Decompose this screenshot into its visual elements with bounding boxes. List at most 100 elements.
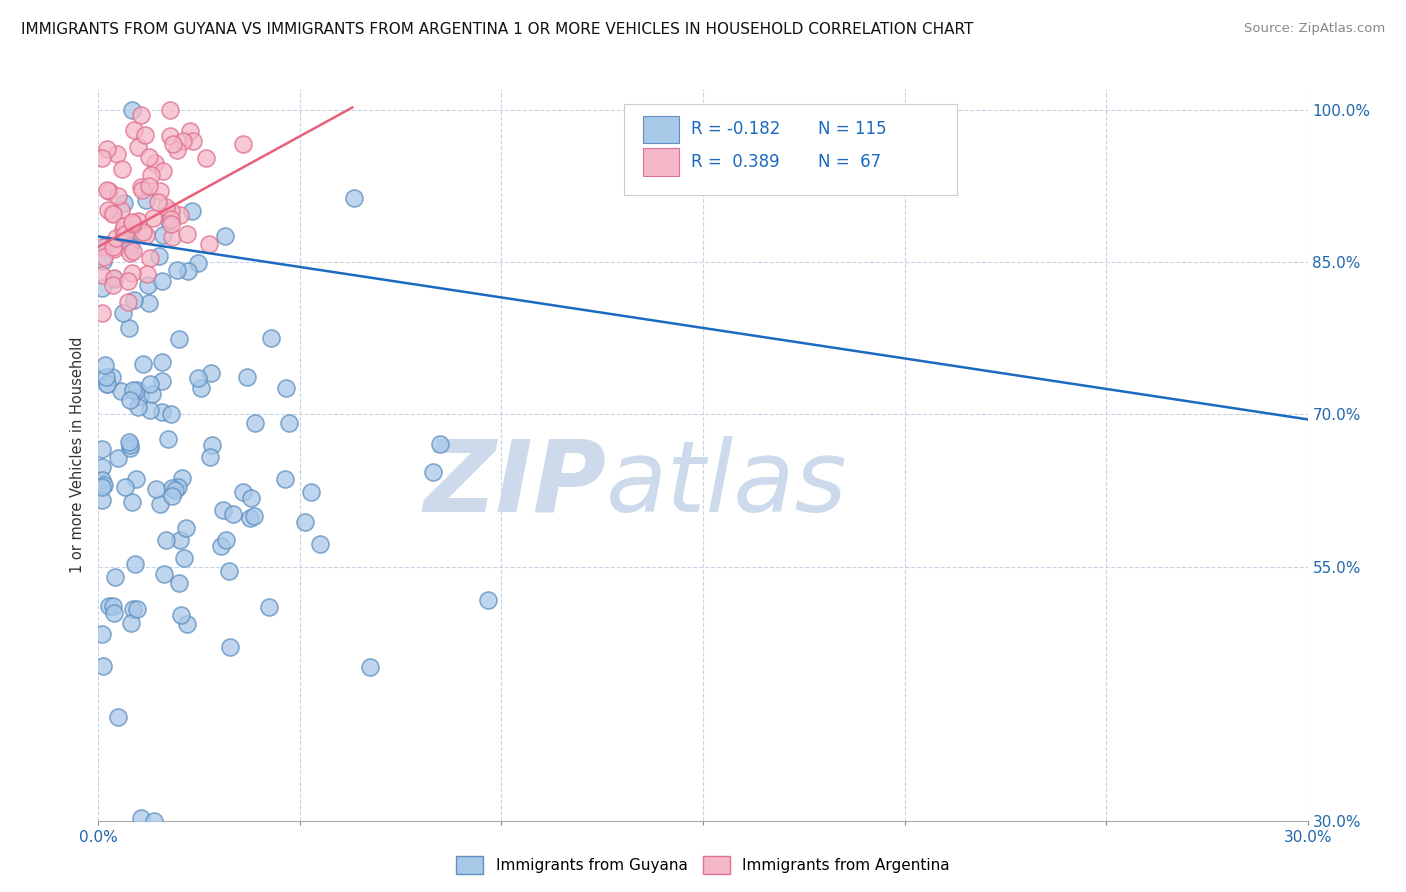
- Point: [138, 150, 160, 164]
- Point: [239, 511, 262, 525]
- Point: [125, 601, 148, 615]
- Point: [120, 438, 142, 452]
- Point: [276, 380, 298, 394]
- Point: [176, 617, 198, 632]
- Point: [120, 220, 142, 235]
- Point: [96, 238, 118, 252]
- Point: [120, 245, 142, 260]
- Point: [103, 271, 125, 285]
- Point: [343, 191, 366, 205]
- Point: [187, 371, 209, 385]
- Point: [103, 271, 125, 285]
- Point: [200, 366, 222, 380]
- Point: [139, 251, 162, 265]
- Point: [163, 483, 186, 497]
- Point: [139, 376, 162, 391]
- Point: [166, 144, 188, 158]
- Point: [260, 331, 283, 345]
- Point: [91, 151, 114, 165]
- Point: [122, 244, 145, 258]
- Point: [194, 152, 217, 166]
- Point: [107, 450, 129, 465]
- Point: [103, 242, 125, 256]
- Point: [111, 223, 134, 237]
- Point: [174, 521, 197, 535]
- Point: [141, 387, 163, 401]
- Point: [173, 551, 195, 566]
- Point: [131, 357, 153, 371]
- Point: [118, 240, 141, 254]
- Point: [124, 557, 146, 571]
- Point: [143, 156, 166, 170]
- Point: [121, 495, 143, 509]
- Point: [138, 179, 160, 194]
- Point: [167, 576, 190, 591]
- Point: [122, 217, 145, 231]
- Point: [93, 478, 115, 492]
- Point: [155, 200, 177, 214]
- Point: [153, 566, 176, 581]
- Point: [212, 503, 235, 517]
- Point: [160, 211, 183, 226]
- Point: [96, 376, 118, 391]
- Text: N =  67: N = 67: [818, 153, 882, 171]
- Point: [477, 593, 499, 607]
- Point: [162, 136, 184, 151]
- Point: [169, 533, 191, 548]
- Point: [131, 179, 153, 194]
- Point: [91, 268, 114, 282]
- Point: [103, 606, 125, 620]
- FancyBboxPatch shape: [624, 103, 957, 195]
- Point: [145, 482, 167, 496]
- Point: [142, 211, 165, 225]
- Point: [131, 225, 153, 239]
- Point: [117, 294, 139, 309]
- Point: [127, 139, 149, 153]
- Point: [120, 238, 142, 252]
- Point: [118, 320, 141, 334]
- Point: [190, 381, 212, 395]
- Legend: Immigrants from Guyana, Immigrants from Argentina: Immigrants from Guyana, Immigrants from …: [450, 850, 956, 880]
- Point: [127, 214, 149, 228]
- Point: [159, 129, 181, 144]
- Point: [122, 293, 145, 307]
- Point: [138, 296, 160, 310]
- Point: [156, 432, 179, 446]
- Point: [201, 438, 224, 452]
- Point: [197, 237, 219, 252]
- Point: [170, 607, 193, 622]
- Text: N = 115: N = 115: [818, 120, 887, 138]
- Point: [243, 416, 266, 430]
- Point: [172, 134, 194, 148]
- Point: [101, 370, 124, 384]
- Point: [101, 599, 124, 613]
- Point: [93, 358, 115, 372]
- Point: [125, 383, 148, 397]
- Point: [422, 465, 444, 479]
- Point: [139, 402, 162, 417]
- Point: [278, 416, 301, 430]
- Point: [135, 267, 157, 281]
- Point: [309, 537, 332, 551]
- FancyBboxPatch shape: [643, 148, 679, 177]
- Point: [118, 435, 141, 450]
- Point: [127, 401, 149, 415]
- Point: [150, 405, 173, 419]
- Point: [187, 255, 209, 269]
- Point: [198, 450, 221, 465]
- Point: [177, 264, 200, 278]
- Point: [152, 228, 174, 243]
- Point: [91, 306, 114, 320]
- Point: [232, 485, 254, 500]
- Point: [118, 392, 141, 407]
- Point: [152, 163, 174, 178]
- Point: [172, 471, 194, 485]
- Point: [104, 569, 127, 583]
- Point: [93, 250, 115, 264]
- Point: [121, 103, 143, 117]
- Point: [149, 497, 172, 511]
- Point: [166, 480, 188, 494]
- Point: [122, 123, 145, 137]
- Point: [166, 263, 188, 277]
- Point: [91, 659, 114, 673]
